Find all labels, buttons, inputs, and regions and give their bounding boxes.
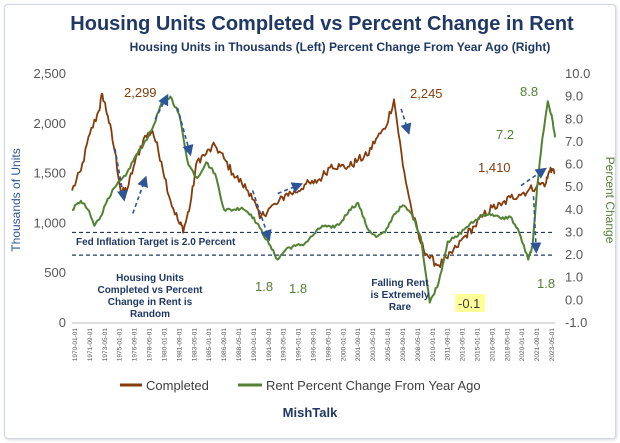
x-tick-label: 1995-01-01 [296, 328, 303, 362]
data-label-1-8-b: 1.8 [289, 281, 307, 296]
x-tick-label: 1975-01-01 [117, 328, 124, 362]
series-layer [71, 92, 556, 304]
reference-line-label: Fed Inflation Target is 2.0 Percent [76, 237, 236, 248]
y-left-tick-label: 500 [44, 265, 66, 280]
annotation-random: Housing Units Completed vs Percent Chang… [97, 273, 203, 320]
annotation-rare-line: is Extremely [371, 290, 430, 301]
data-label-1410: 1,410 [478, 160, 511, 175]
chart-title: Housing Units Completed vs Percent Chang… [70, 13, 574, 35]
x-tick-label: 1980-01-01 [161, 328, 168, 362]
y-right-tick-label: 10.0 [565, 66, 590, 81]
trend-arrows [114, 93, 547, 254]
x-tick-label: 1986-09-01 [221, 328, 228, 362]
trend-arrow [176, 107, 194, 157]
y-axis-left-label: Thousands of Units [9, 148, 23, 251]
x-tick-label: 2016-09-01 [489, 328, 496, 362]
y-right-tick-label: 6.0 [565, 157, 583, 172]
x-tick-label: 2021-09-01 [534, 328, 541, 362]
chart-subtitle: Housing Units in Thousands (Left) Percen… [130, 40, 551, 54]
trend-arrow [520, 167, 547, 187]
legend: Completed Rent Percent Change From Year … [120, 378, 481, 393]
data-label-1-8-c: 1.8 [537, 276, 555, 291]
trend-arrow [530, 196, 542, 254]
x-tick-label: 1970-01-01 [72, 328, 79, 362]
y-right-tick-label: 2.0 [565, 247, 583, 262]
x-tick-label: 1971-09-01 [87, 328, 94, 362]
y-left-tick-label: 2,500 [33, 66, 66, 81]
x-tick-label: 2005-01-01 [385, 328, 392, 362]
annotation-rare-line: Falling Rent [371, 278, 429, 289]
y-right-tick-label: 4.0 [565, 202, 583, 217]
x-tick-label: 2015-01-01 [474, 328, 481, 362]
x-tick-label: 1998-05-01 [325, 328, 332, 362]
data-label-7-2: 7.2 [496, 127, 514, 142]
y-left-tick-label: 1,500 [33, 166, 66, 181]
data-label-2245: 2,245 [410, 86, 443, 101]
chart-frame [4, 4, 616, 439]
legend-label-completed: Completed [146, 378, 209, 393]
y-left-tick-label: 2,000 [33, 116, 66, 131]
x-tick-label: 2003-05-01 [370, 328, 377, 362]
x-tick-label: 1996-09-01 [311, 328, 318, 362]
x-tick-label: 1978-05-01 [147, 328, 154, 362]
y-right-tick-label: 5.0 [565, 179, 583, 194]
x-tick-label: 1983-05-01 [191, 328, 198, 362]
trend-arrow [251, 190, 272, 242]
footer-brand: MishTalk [283, 405, 338, 420]
trend-arrow [114, 148, 128, 202]
annotation-rare: Falling Rent is Extremely Rare [371, 278, 430, 313]
y-right-tick-label: 3.0 [565, 224, 583, 239]
y-right-tick-label: 8.0 [565, 111, 583, 126]
trend-arrow [132, 175, 148, 214]
x-tick-label: 2020-01-01 [519, 328, 526, 362]
y-left-tick-label: 1,000 [33, 215, 66, 230]
trend-arrow [400, 108, 412, 135]
legend-label-rent: Rent Percent Change From Year Ago [266, 378, 481, 393]
y-right-tick-label: -1.0 [565, 315, 587, 330]
data-label-minus-0-1: -0.1 [458, 296, 480, 311]
y-right-tick-label: 1.0 [565, 270, 583, 285]
data-label-2299: 2,299 [124, 85, 157, 100]
y-right-tick-label: 0.0 [565, 292, 583, 307]
x-tick-label: 2008-05-01 [415, 328, 422, 362]
annotation-random-line: Completed vs Percent [97, 285, 203, 296]
x-tick-label: 2023-05-01 [549, 328, 556, 362]
x-tick-label: 1990-01-01 [251, 328, 258, 362]
annotation-random-line: Housing Units [116, 273, 184, 284]
x-tick-label: 2013-05-01 [460, 328, 467, 362]
x-tick-label: 2001-09-01 [355, 328, 362, 362]
x-tick-label: 2000-01-01 [340, 328, 347, 362]
data-label-8-8: 8.8 [520, 84, 538, 99]
trend-arrow [154, 93, 169, 120]
series-line-rent-change [71, 95, 556, 304]
x-tick-label: 1973-05-01 [102, 328, 109, 362]
x-tick-label: 2018-05-01 [504, 328, 511, 362]
annotation-rare-line: Rare [389, 302, 412, 313]
y-axis-right-label: Percent Change [603, 157, 617, 244]
annotation-random-line: Change in Rent is [108, 297, 193, 308]
x-tick-label: 2010-01-01 [430, 328, 437, 362]
annotation-random-line: Random [130, 309, 170, 320]
data-label-highlight [455, 294, 485, 312]
axes-layer: 0 500 1,000 1,500 2,000 2,500 -1.0 0.0 1.0 2.0 3.0… [33, 66, 590, 361]
x-tick-label: 1985-01-01 [206, 328, 213, 362]
reference-lines [72, 231, 555, 256]
y-left-tick-label: 0 [59, 315, 66, 330]
data-label-1-8-a: 1.8 [255, 279, 273, 294]
x-tick-label: 1991-09-01 [266, 328, 273, 362]
y-right-tick-label: 9.0 [565, 89, 583, 104]
x-tick-label: 1981-09-01 [176, 328, 183, 362]
y-right-tick-label: 7.0 [565, 134, 583, 149]
x-tick-label: 1993-05-01 [281, 328, 288, 362]
x-tick-label: 2006-09-01 [400, 328, 407, 362]
x-tick-label: 1976-09-01 [132, 328, 139, 362]
x-tick-label: 1988-05-01 [236, 328, 243, 362]
x-tick-label: 2011-09-01 [445, 328, 452, 361]
